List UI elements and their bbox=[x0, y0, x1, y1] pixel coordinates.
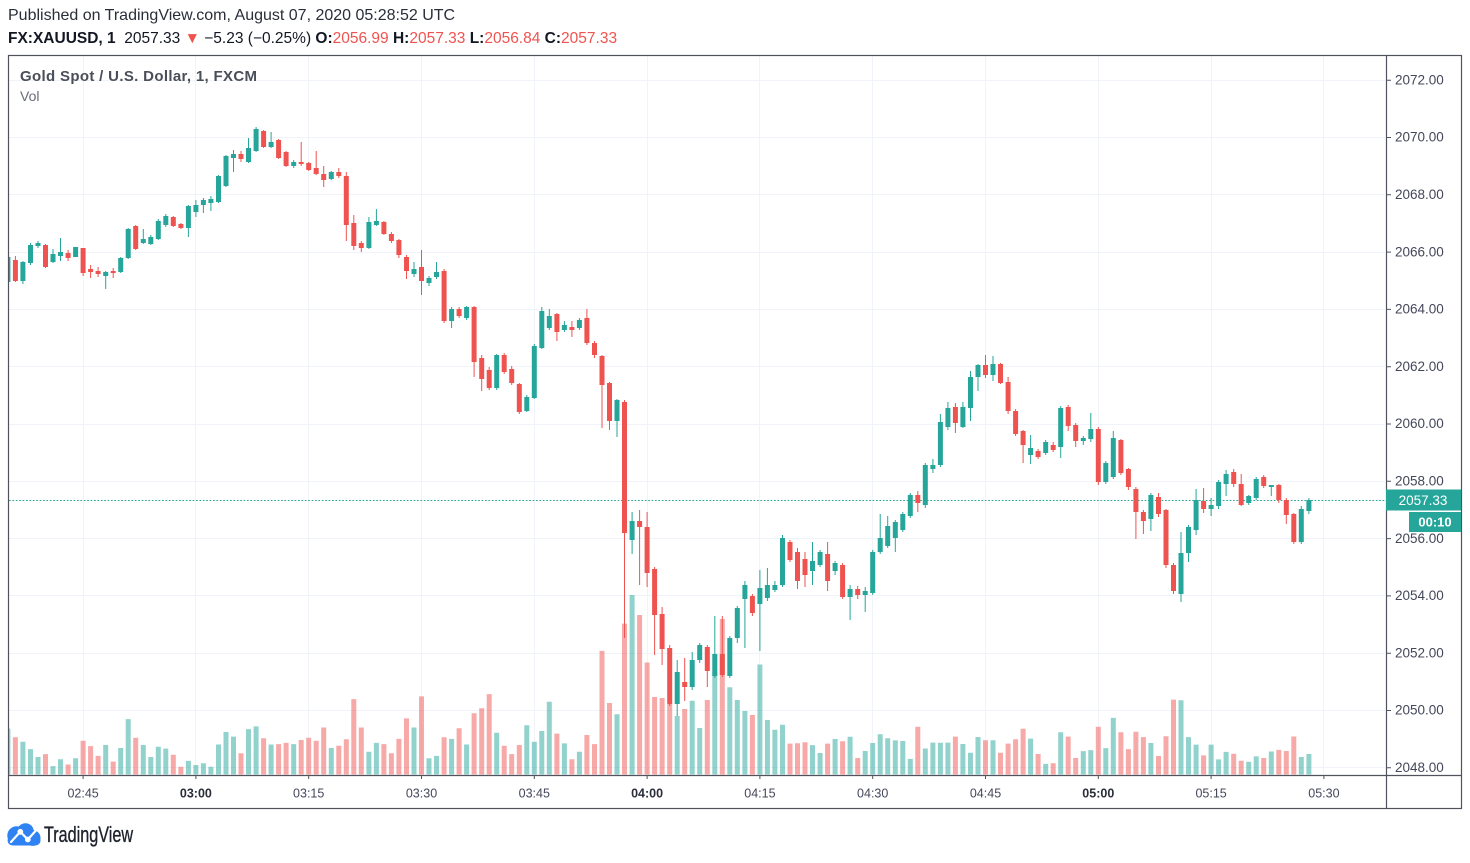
svg-text:2064.00: 2064.00 bbox=[1395, 302, 1444, 317]
svg-text:05:15: 05:15 bbox=[1195, 787, 1226, 801]
svg-text:Gold Spot / U.S. Dollar, 1, FX: Gold Spot / U.S. Dollar, 1, FXCM bbox=[20, 68, 257, 85]
svg-text:2072.00: 2072.00 bbox=[1395, 72, 1444, 87]
svg-text:Vol: Vol bbox=[20, 88, 39, 104]
svg-text:2056.00: 2056.00 bbox=[1395, 531, 1444, 546]
svg-text:02:45: 02:45 bbox=[67, 787, 98, 801]
svg-text:03:30: 03:30 bbox=[406, 787, 437, 801]
svg-text:2052.00: 2052.00 bbox=[1395, 645, 1444, 660]
svg-text:05:00: 05:00 bbox=[1082, 787, 1114, 801]
svg-text:04:45: 04:45 bbox=[970, 787, 1001, 801]
svg-text:2068.00: 2068.00 bbox=[1395, 187, 1444, 202]
svg-text:2066.00: 2066.00 bbox=[1395, 244, 1444, 259]
svg-text:2048.00: 2048.00 bbox=[1395, 760, 1444, 775]
svg-text:2060.00: 2060.00 bbox=[1395, 416, 1444, 431]
svg-text:2062.00: 2062.00 bbox=[1395, 359, 1444, 374]
svg-text:04:00: 04:00 bbox=[631, 787, 663, 801]
svg-text:00:10: 00:10 bbox=[1418, 515, 1451, 530]
svg-text:03:45: 03:45 bbox=[519, 787, 550, 801]
svg-text:2057.33: 2057.33 bbox=[1399, 493, 1448, 508]
svg-text:03:15: 03:15 bbox=[293, 787, 324, 801]
svg-text:TradingView: TradingView bbox=[44, 822, 134, 847]
svg-text:2054.00: 2054.00 bbox=[1395, 588, 1444, 603]
svg-text:04:15: 04:15 bbox=[744, 787, 775, 801]
svg-text:04:30: 04:30 bbox=[857, 787, 888, 801]
svg-text:2070.00: 2070.00 bbox=[1395, 130, 1444, 145]
svg-text:2050.00: 2050.00 bbox=[1395, 703, 1444, 718]
svg-text:2058.00: 2058.00 bbox=[1395, 474, 1444, 489]
svg-text:03:00: 03:00 bbox=[180, 787, 212, 801]
svg-text:05:30: 05:30 bbox=[1308, 787, 1339, 801]
